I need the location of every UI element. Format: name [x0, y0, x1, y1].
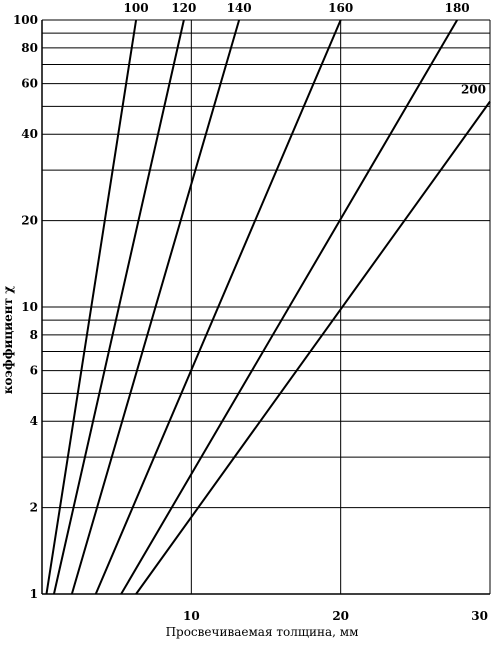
y-tick-label: 40 — [21, 127, 38, 141]
series-line-180 — [120, 19, 459, 595]
x-tick-label: 20 — [332, 609, 349, 623]
series-line-140 — [70, 19, 241, 595]
series-line-200 — [135, 100, 491, 595]
series-line-120 — [52, 19, 185, 595]
series-labels: 100 120 140 160 180 200 — [124, 1, 486, 97]
series-label-180: 180 — [445, 1, 470, 15]
y-tick-label: 20 — [21, 214, 38, 228]
y-tick-label: 6 — [30, 364, 38, 378]
series-label-160: 160 — [328, 1, 353, 15]
x-tick-labels: 10 20 30 — [183, 609, 488, 623]
y-tick-label: 8 — [30, 328, 38, 342]
series-line-160 — [94, 19, 342, 595]
series-label-200: 200 — [461, 83, 486, 97]
x-axis-title: Просвечиваемая толщина, мм — [166, 625, 359, 639]
series-label-140: 140 — [227, 1, 252, 15]
y-axis-title: коэффициент χ — [1, 286, 15, 394]
series-line-100 — [45, 19, 138, 595]
y-tick-label: 100 — [13, 13, 38, 27]
grid — [42, 19, 491, 595]
x-tick-label: 10 — [183, 609, 200, 623]
y-tick-label: 1 — [30, 587, 38, 601]
x-tick-label: 30 — [471, 609, 488, 623]
series-label-120: 120 — [171, 1, 196, 15]
y-tick-label: 4 — [30, 414, 38, 428]
series-label-100: 100 — [124, 1, 149, 15]
y-tick-labels: 1 2 4 6 8 10 20 40 60 80 100 — [13, 13, 38, 601]
y-tick-label: 80 — [21, 41, 38, 55]
series-lines — [45, 19, 491, 595]
y-tick-label: 2 — [30, 501, 38, 515]
y-tick-label: 60 — [21, 77, 38, 91]
plot-frame — [41, 20, 490, 595]
y-tick-label: 10 — [21, 300, 38, 314]
